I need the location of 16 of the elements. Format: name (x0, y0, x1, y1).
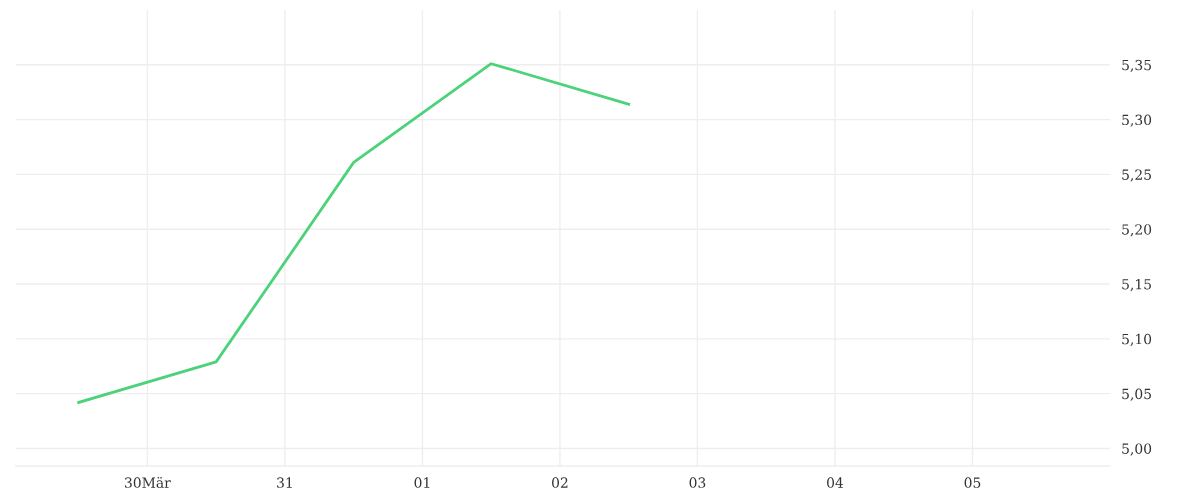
x-tick-label: 05 (964, 477, 981, 488)
y-tick-label: 5,10 (1122, 333, 1152, 347)
x-tick-label: 31 (277, 477, 292, 488)
y-tick-label: 5,05 (1122, 388, 1151, 401)
x-tick-label: 04 (827, 477, 844, 488)
line-series (77, 62, 631, 404)
y-tick-label: 5,35 (1122, 59, 1151, 72)
x-tick-label: 02 (552, 477, 568, 488)
y-tick-label: 5,00 (1122, 443, 1152, 456)
x-tick-label: 03 (689, 477, 706, 488)
y-tick-label: 5,25 (1122, 169, 1151, 182)
y-tick-label: 5,15 (1122, 279, 1151, 292)
x-tick-label: 30Mär (125, 477, 171, 488)
y-tick-label: 5,20 (1122, 224, 1152, 237)
y-tick-label: 5,30 (1122, 114, 1152, 127)
x-tick-label: 01 (414, 477, 430, 488)
